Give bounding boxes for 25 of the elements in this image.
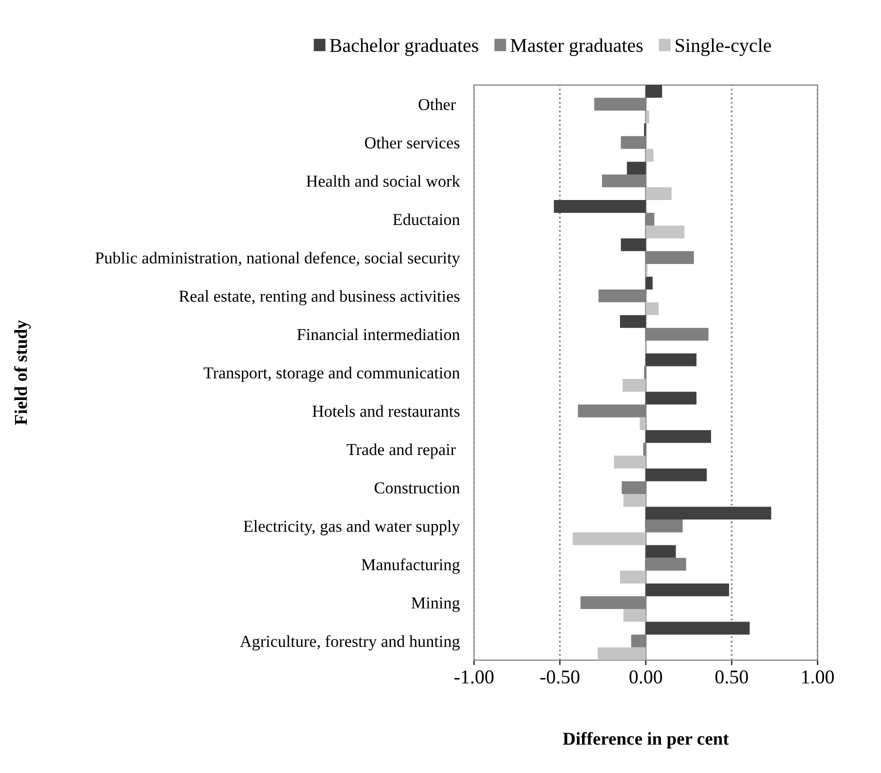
- y-tick-label: Electricity, gas and water supply: [244, 520, 460, 536]
- y-tick-label: Other: [418, 98, 456, 110]
- y-tick-label: Agriculture, forestry and hunting: [240, 635, 460, 650]
- y-tick-label: Mining: [411, 597, 460, 612]
- x-tick-label: -0.50: [540, 670, 580, 684]
- y-tick-label: Public administration, national defence, social security: [95, 252, 460, 268]
- y-tick-label: Manufacturing: [362, 558, 460, 574]
- y-tick-label: Health and social work: [306, 175, 460, 187]
- x-tick-label: 0.00: [630, 670, 662, 684]
- y-axis-title: Field of study: [14, 320, 31, 425]
- legend-label: Single-cycle: [676, 38, 771, 56]
- y-tick-label: Eductaion: [393, 213, 460, 226]
- y-tick-label: Financial intermediation: [297, 328, 460, 340]
- legend-label: Master graduates: [510, 38, 643, 56]
- y-tick-label: Construction: [374, 482, 460, 494]
- y-tick-label: Trade and repair: [346, 443, 456, 459]
- y-tick-label: Transport, storage and communication: [204, 366, 460, 382]
- x-tick-label: 0.50: [715, 670, 748, 684]
- legend-label: Bachelor graduates: [330, 38, 478, 56]
- y-tick-label: Real estate, renting and business activities: [179, 290, 460, 306]
- x-tick-label: -1.00: [454, 670, 494, 684]
- x-axis-title: Difference in per cent: [562, 732, 729, 748]
- y-tick-label: Other services: [364, 136, 460, 148]
- x-tick-label: 1.00: [802, 670, 834, 684]
- y-tick-label: Hotels and restaurants: [312, 405, 460, 417]
